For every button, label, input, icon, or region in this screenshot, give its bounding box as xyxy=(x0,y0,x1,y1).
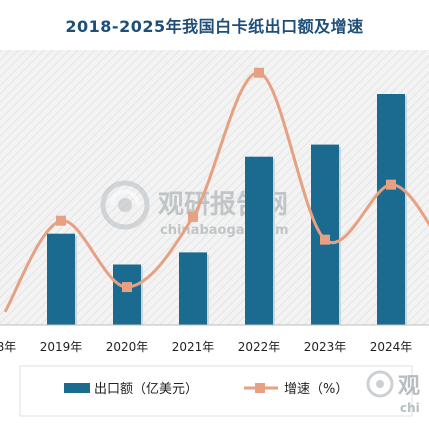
legend: 出口额（亿美元） 增速（%） xyxy=(64,382,348,397)
line-point-5 xyxy=(320,234,330,245)
line-point-6 xyxy=(386,179,396,190)
line-series xyxy=(3,67,429,313)
bar-3 xyxy=(179,252,207,325)
growth-line xyxy=(3,71,429,313)
corner-watermark: 观 chi xyxy=(366,370,420,415)
line-point-1 xyxy=(56,215,66,226)
bar-1 xyxy=(47,233,75,325)
bar-2 xyxy=(113,264,141,325)
x-tick-label: 2024年 xyxy=(370,340,413,354)
corner-watermark-en: chi xyxy=(400,401,420,415)
x-tick-label: 2021年 xyxy=(172,340,215,354)
chart-title: 2018-2025年我国白卡纸出口额及增速 xyxy=(65,17,364,36)
x-tick-label: 2023年 xyxy=(304,340,347,354)
x-axis-ticks: 2018年2019年2020年2021年2022年2023年2024年2025年 xyxy=(0,340,413,354)
corner-logo-icon xyxy=(366,370,394,398)
watermark-logo-icon xyxy=(100,180,150,230)
bar-6 xyxy=(377,94,405,325)
x-tick-label: 2019年 xyxy=(40,340,83,354)
legend-line-marker xyxy=(255,383,265,393)
line-point-3 xyxy=(188,211,198,222)
line-point-4 xyxy=(254,67,264,78)
bar-4 xyxy=(245,156,273,325)
corner-watermark-cn: 观 xyxy=(398,374,420,399)
legend-line-label: 增速（%） xyxy=(284,382,348,397)
x-tick-label: 2022年 xyxy=(238,340,281,354)
x-tick-label: 2020年 xyxy=(106,340,149,354)
x-tick-label: 2018年 xyxy=(0,340,16,354)
legend-bar-label: 出口额（亿美元） xyxy=(94,382,198,397)
legend-bar-swatch xyxy=(64,383,90,393)
line-point-2 xyxy=(122,282,132,293)
